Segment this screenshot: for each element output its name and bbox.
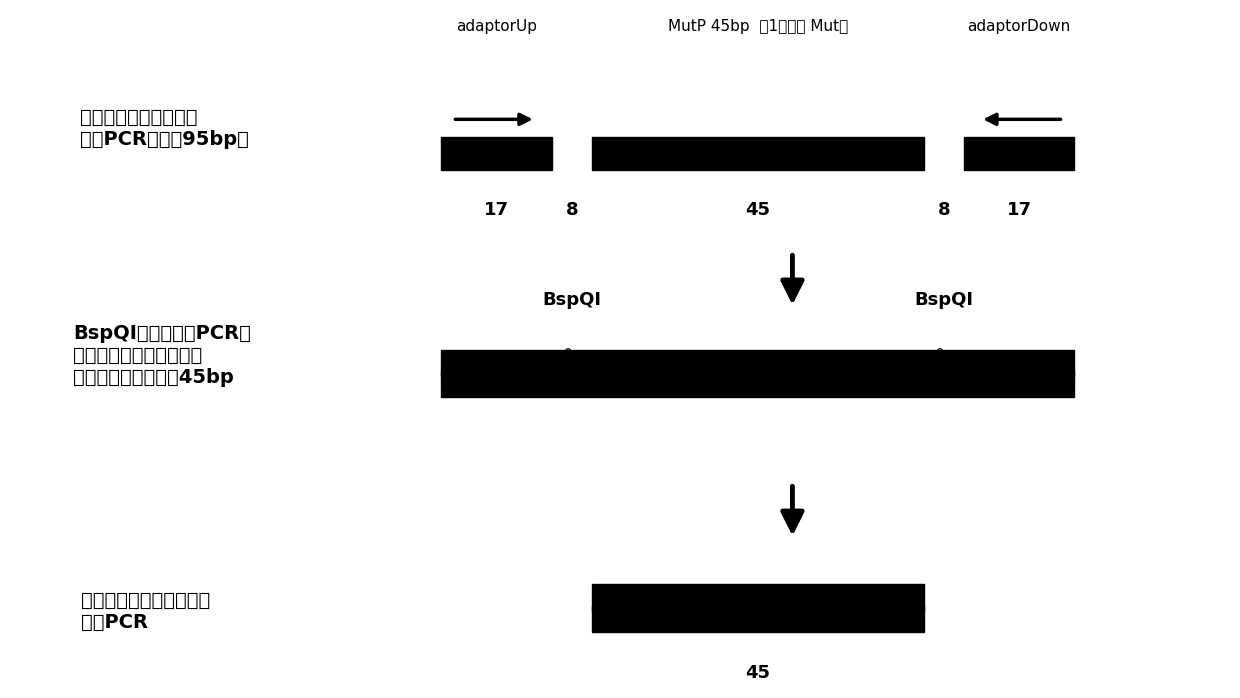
Bar xyxy=(441,350,1075,376)
Bar xyxy=(441,371,1075,397)
Bar xyxy=(591,584,924,611)
Bar xyxy=(441,137,552,170)
Text: BspQI: BspQI xyxy=(914,291,973,309)
Text: ✂: ✂ xyxy=(924,341,965,384)
Text: 17: 17 xyxy=(485,200,510,218)
Text: MutP 45bp  （1氨基酸 Mut）: MutP 45bp （1氨基酸 Mut） xyxy=(668,20,848,34)
Text: 45: 45 xyxy=(745,200,770,218)
Text: adaptorDown: adaptorDown xyxy=(967,20,1070,34)
Text: 45: 45 xyxy=(745,664,770,682)
Text: BspQI: BspQI xyxy=(542,291,601,309)
Text: ✂: ✂ xyxy=(552,341,593,384)
Text: 回收酶切产物，用于下游
突变PCR: 回收酶切产物，用于下游 突变PCR xyxy=(81,591,211,632)
Text: BspQI内切酶处理PCR产
物，切除两侧公用接头序
列，暴露出突变引物45bp: BspQI内切酶处理PCR产 物，切除两侧公用接头序 列，暴露出突变引物45bp xyxy=(73,325,250,387)
Text: 芯片合成单链寡核苷酸
片段PCR扩增（95bp）: 芯片合成单链寡核苷酸 片段PCR扩增（95bp） xyxy=(79,107,249,149)
Bar xyxy=(591,137,924,170)
Text: 8: 8 xyxy=(937,200,950,218)
Text: adaptorUp: adaptorUp xyxy=(456,20,537,34)
Text: 8: 8 xyxy=(565,200,578,218)
Text: 17: 17 xyxy=(1007,200,1032,218)
Bar xyxy=(591,606,924,632)
Bar xyxy=(963,137,1075,170)
